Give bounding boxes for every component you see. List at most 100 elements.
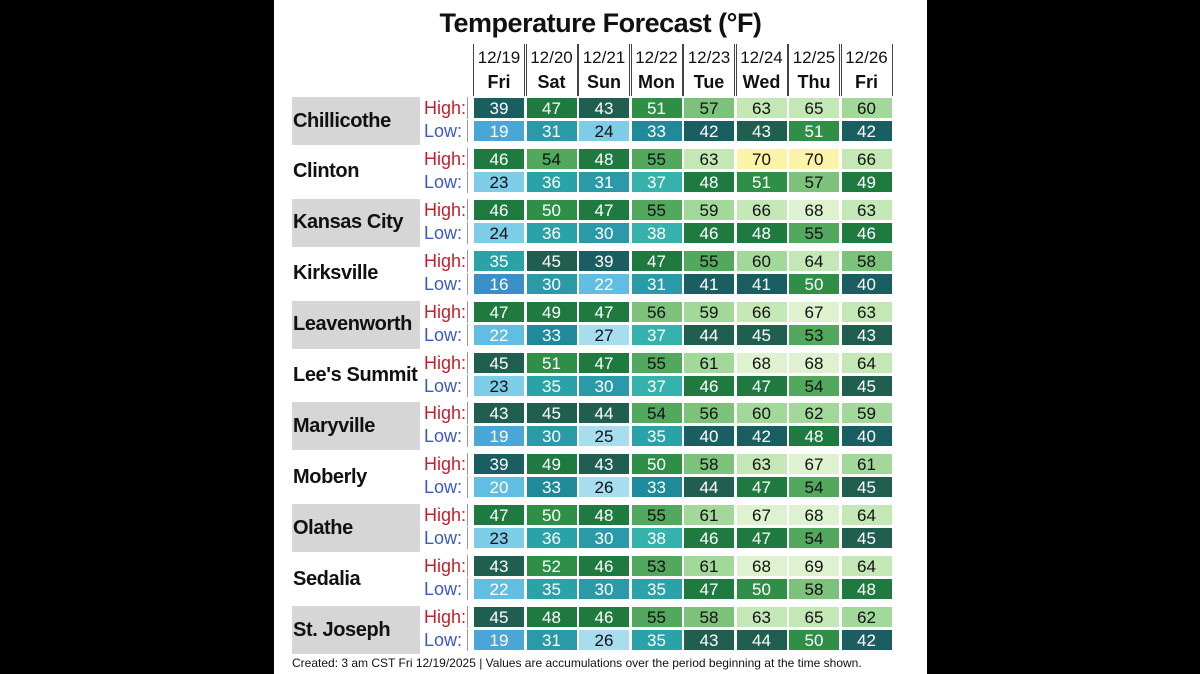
low-label: Low: [422,527,468,550]
day-date: 12/26 [845,48,888,67]
low-temp-cell: 22 [578,272,630,295]
low-label: Low: [422,374,468,397]
high-temp-cell: 66 [735,300,788,323]
high-temp-cell: 66 [840,147,893,170]
high-temp-cell: 48 [578,147,630,170]
low-temp-cell: 53 [788,323,840,346]
low-temp-cell: 46 [683,374,735,397]
low-temp-cell: 36 [525,170,578,193]
high-label: High: [424,555,468,578]
day-header: 12/20 Sat [525,44,578,96]
low-temp-cell: 42 [840,120,893,142]
low-temp-cell: 55 [788,221,840,244]
day-header: 12/22 Mon [630,44,683,96]
high-temp-cell: 64 [840,504,893,527]
day-date: 12/25 [792,48,836,67]
forecast-panel: Temperature Forecast (°F) 12/19 Fri 12/20 S… [274,0,927,674]
city-label: Moberly [293,465,367,488]
low-temp-cell: 45 [840,374,893,397]
low-temp-cell: 37 [630,323,683,346]
high-temp-cell: 48 [578,504,630,527]
high-temp-cell: 46 [578,606,630,628]
low-temp-cell: 50 [788,272,840,295]
low-temp-cell: 54 [788,374,840,397]
day-header: 12/23 Tue [683,44,735,96]
high-temp-cell: 63 [735,97,788,119]
low-temp-cell: 44 [683,476,735,499]
day-header: 12/26 Fri [840,44,893,96]
chart-title: Temperature Forecast (°F) [439,8,762,38]
day-header: 12/25 Thu [788,44,840,96]
city-label: Maryville [292,402,420,451]
low-temp-cell: 51 [735,170,788,193]
footer-note: Created: 3 am CST Fri 12/19/2025 | Value… [292,656,862,670]
city-label: Clinton [293,160,360,183]
day-name: Thu [797,72,831,92]
low-label: Low: [422,272,468,295]
high-temp-cell: 45 [473,606,525,628]
high-temp-cell: 63 [683,147,735,170]
low-temp-cell: 35 [630,425,683,448]
low-temp-cell: 26 [578,476,630,499]
low-label: Low: [422,476,468,499]
low-temp-cell: 30 [578,221,630,244]
high-label: High: [424,453,468,476]
low-temp-cell: 24 [578,120,630,142]
high-temp-cell: 47 [473,504,525,527]
high-temp-cell: 39 [473,97,525,119]
high-label: High: [424,504,468,527]
low-temp-cell: 37 [630,170,683,193]
high-temp-cell: 48 [525,606,578,628]
high-temp-cell: 55 [630,198,683,221]
high-temp-cell: 43 [473,402,525,425]
high-temp-cell: 55 [630,147,683,170]
low-temp-cell: 43 [840,323,893,346]
high-temp-cell: 60 [840,97,893,119]
low-temp-cell: 40 [840,425,893,448]
low-temp-cell: 38 [630,527,683,550]
high-temp-cell: 47 [525,97,578,119]
low-temp-cell: 49 [840,170,893,193]
low-temp-cell: 19 [473,629,525,651]
high-temp-cell: 61 [683,351,735,374]
high-temp-cell: 46 [473,147,525,170]
day-name: Sat [537,72,566,92]
high-temp-cell: 58 [683,606,735,628]
low-temp-cell: 16 [473,272,525,295]
high-temp-cell: 59 [840,402,893,425]
low-label: Low: [422,323,468,346]
low-temp-cell: 48 [735,221,788,244]
low-temp-cell: 38 [630,221,683,244]
low-temp-cell: 24 [473,221,525,244]
high-temp-cell: 63 [840,198,893,221]
low-temp-cell: 35 [525,578,578,601]
low-temp-cell: 33 [630,476,683,499]
low-temp-cell: 45 [735,323,788,346]
high-temp-cell: 47 [578,198,630,221]
high-temp-cell: 56 [630,300,683,323]
city-label: Lee's Summit [293,364,418,386]
low-label: Low: [422,578,468,601]
day-name: Wed [742,72,781,92]
low-temp-cell: 48 [683,170,735,193]
high-temp-cell: 35 [473,249,525,272]
high-label: High: [424,249,468,272]
high-temp-cell: 68 [788,198,840,221]
low-temp-cell: 31 [578,170,630,193]
low-temp-cell: 33 [525,476,578,499]
day-date: 12/24 [740,48,783,67]
high-temp-cell: 68 [735,351,788,374]
high-temp-cell: 64 [840,351,893,374]
city-label: St. Joseph [292,606,420,654]
day-name: Tue [693,72,725,92]
high-temp-cell: 70 [735,147,788,170]
low-temp-cell: 27 [578,323,630,346]
low-temp-cell: 37 [630,374,683,397]
high-temp-cell: 56 [683,402,735,425]
high-temp-cell: 63 [735,453,788,476]
low-temp-cell: 23 [473,527,525,550]
low-label: Low: [422,170,468,193]
high-temp-cell: 61 [683,504,735,527]
high-temp-cell: 55 [630,504,683,527]
low-temp-cell: 41 [683,272,735,295]
